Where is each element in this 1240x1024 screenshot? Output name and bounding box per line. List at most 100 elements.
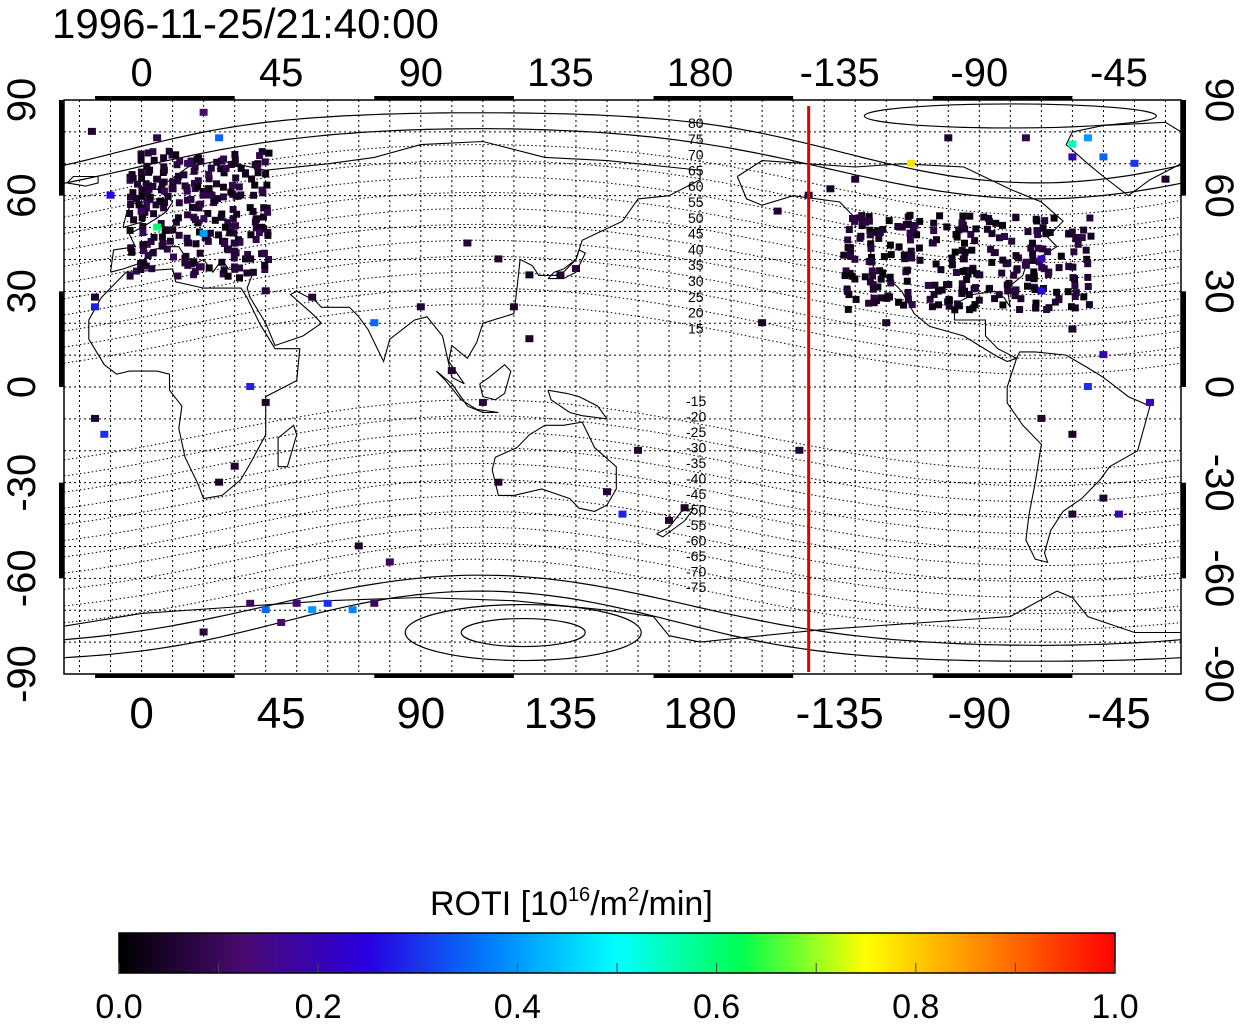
colorbar-tick-label: 0.8 <box>892 988 939 1024</box>
coastline <box>88 268 301 500</box>
roti-cluster-cell <box>999 221 1006 229</box>
roti-cluster-cell <box>945 302 953 310</box>
mlat-label: -35 <box>686 455 706 471</box>
roti-observation <box>1037 255 1046 263</box>
roti-cluster-cell <box>865 217 873 225</box>
roti-cluster-cell <box>908 301 916 309</box>
x-tick-label-bottom: 180 <box>663 689 736 738</box>
roti-observation <box>1068 430 1077 438</box>
roti-cluster-cell <box>934 287 942 295</box>
y-tick-label-left: 0 <box>0 376 44 398</box>
mlat-label: 50 <box>688 210 704 226</box>
roti-cluster-cell <box>174 172 182 180</box>
roti-cluster-cell <box>236 264 243 272</box>
roti-cluster-cell <box>236 238 244 246</box>
roti-cluster-cell <box>143 162 151 170</box>
roti-cluster-cell <box>194 177 202 185</box>
roti-cluster-cell <box>958 286 966 294</box>
mlat-contour <box>64 144 1181 216</box>
roti-cluster-cell <box>966 212 974 220</box>
roti-cluster-cell <box>1083 255 1091 263</box>
roti-observation <box>261 606 270 614</box>
roti-cluster-cell <box>1012 214 1020 222</box>
roti-cluster-cell <box>191 204 199 212</box>
roti-cluster-cell <box>222 164 230 172</box>
roti-cluster-cell <box>195 204 203 212</box>
roti-observation <box>665 516 673 524</box>
roti-cluster-cell <box>961 225 969 233</box>
roti-cluster-cell <box>158 179 166 187</box>
roti-cluster-cell <box>251 181 259 189</box>
roti-cluster-cell <box>146 193 154 201</box>
roti-cluster-cell <box>988 258 996 266</box>
roti-cluster-cell <box>158 233 166 241</box>
y-tick-label-right: -30 <box>1197 454 1240 512</box>
roti-cluster-cell <box>841 272 849 280</box>
roti-observation <box>509 303 518 311</box>
roti-cluster-cell <box>232 249 240 257</box>
roti-observation <box>308 293 317 301</box>
mlat-label: -30 <box>686 440 706 456</box>
roti-cluster-cell <box>887 279 895 287</box>
roti-cluster-cell <box>201 234 209 242</box>
roti-cluster-cell <box>139 241 147 249</box>
frame-tick-bar <box>932 674 1073 678</box>
mlat-contour <box>64 447 1181 519</box>
roti-observation <box>1021 134 1030 142</box>
mlat-contour-ring <box>863 103 1157 129</box>
roti-cluster-cell <box>265 256 272 263</box>
roti-cluster-cell <box>260 249 268 257</box>
roti-observation <box>91 414 99 422</box>
roti-cluster-cell <box>157 197 165 205</box>
roti-cluster-cell <box>260 213 267 221</box>
roti-cluster-cell <box>1008 237 1016 245</box>
roti-observation <box>851 175 860 183</box>
roti-cluster-cell <box>987 245 995 253</box>
roti-cluster-cell <box>865 213 873 221</box>
roti-cluster-cell <box>1053 288 1061 296</box>
mlat-label: -55 <box>686 517 706 533</box>
roti-cluster-cell <box>161 226 169 234</box>
roti-cluster-cell <box>959 267 967 275</box>
roti-cluster-cell <box>237 191 245 199</box>
roti-cluster-cell <box>961 248 969 256</box>
roti-cluster-cell <box>262 170 270 178</box>
roti-cluster-cell <box>249 207 257 215</box>
roti-cluster-cell <box>926 295 934 303</box>
coastline <box>66 175 99 187</box>
roti-cluster-cell <box>181 182 189 190</box>
roti-cluster-cell <box>971 237 979 245</box>
roti-cluster-cell <box>1016 306 1024 313</box>
roti-cluster-cell <box>175 231 183 239</box>
roti-cluster-cell <box>230 254 238 262</box>
roti-cluster-cell <box>875 234 883 242</box>
roti-cluster-cell <box>180 171 188 179</box>
roti-cluster-cell <box>174 272 182 280</box>
coastline <box>1006 351 1151 564</box>
roti-cluster-cell <box>879 269 887 277</box>
roti-cluster-cell <box>191 179 198 187</box>
roti-observation <box>556 271 565 279</box>
mlat-contour <box>64 574 1181 646</box>
roti-cluster-cell <box>139 247 147 255</box>
roti-cluster-cell <box>901 255 909 263</box>
roti-cluster-cell <box>952 231 960 238</box>
x-tick-label-bottom: 45 <box>257 689 306 738</box>
x-tick-label-top: 0 <box>130 51 152 95</box>
roti-observation <box>1099 494 1108 502</box>
roti-cluster-cell <box>139 229 147 237</box>
roti-cluster-cell <box>166 237 174 245</box>
roti-cluster-cell <box>999 256 1007 264</box>
roti-cluster-cell <box>144 149 152 157</box>
roti-cluster-cell <box>206 229 214 237</box>
roti-cluster-cell <box>134 180 141 188</box>
roti-cluster-cell <box>137 150 145 158</box>
roti-cluster-cell <box>877 294 885 302</box>
roti-cluster-cell <box>256 152 264 160</box>
roti-cluster-cell <box>253 162 261 170</box>
roti-cluster-cell <box>1085 301 1093 309</box>
roti-cluster-cell <box>931 281 939 289</box>
roti-cluster-cell <box>885 217 893 225</box>
roti-cluster-cell <box>126 272 134 280</box>
mlat-label: 15 <box>688 320 704 336</box>
